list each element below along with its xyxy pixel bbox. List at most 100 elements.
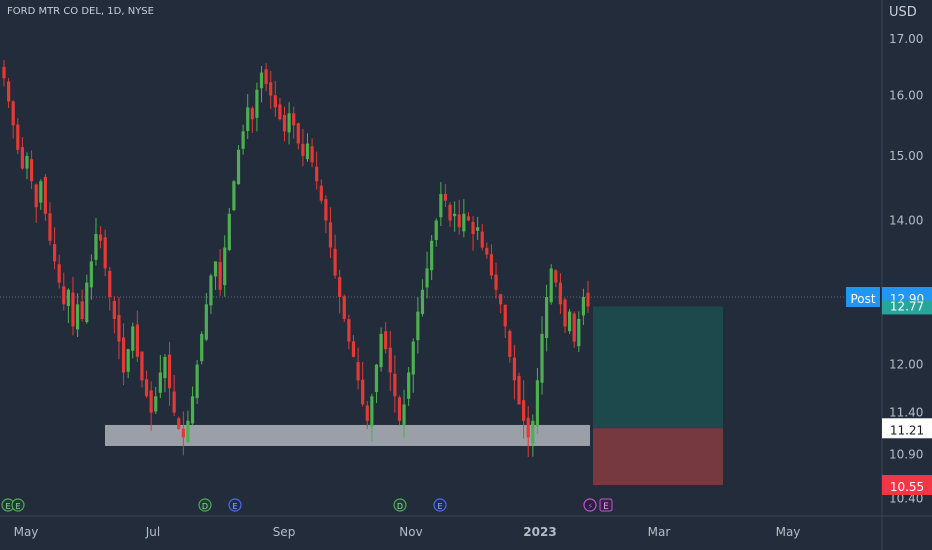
candle-down[interactable] [347,319,351,342]
candle-down[interactable] [6,81,11,102]
candle-down[interactable] [489,254,494,276]
candle-down[interactable] [338,277,342,297]
candle-up[interactable] [94,233,98,260]
candle-up[interactable] [370,396,374,427]
candle-down[interactable] [351,341,356,357]
candle-up[interactable] [186,420,190,442]
candle-down[interactable] [218,261,222,290]
candle-up[interactable] [581,296,586,316]
loss-zone[interactable] [593,428,723,486]
candle-up[interactable] [379,333,383,368]
candle-up[interactable] [85,282,89,323]
candle-up[interactable] [223,247,227,286]
candle-down[interactable] [292,113,296,126]
candle-up[interactable] [545,296,549,338]
candle-down[interactable] [121,337,126,373]
candle-down[interactable] [16,124,20,150]
candle-up[interactable] [232,181,236,211]
candle-down[interactable] [80,301,84,319]
candle-down[interactable] [448,204,452,221]
candle-down[interactable] [319,185,323,201]
dividend-icon[interactable] [228,498,242,512]
candle-up[interactable] [126,349,130,372]
earnings-icon[interactable] [198,498,212,512]
candle-down[interactable] [324,199,328,221]
candle-up[interactable] [568,311,572,332]
candle-up[interactable] [236,149,241,185]
candle-down[interactable] [443,193,448,201]
candle-up[interactable] [131,326,135,351]
candle-down[interactable] [310,146,314,163]
candle-down[interactable] [2,66,6,79]
candle-down[interactable] [108,270,112,297]
candle-up[interactable] [416,311,420,341]
candle-up[interactable] [549,268,553,303]
last-price-badge[interactable] [882,300,932,315]
candle-up[interactable] [535,380,540,427]
candle-up[interactable] [213,261,218,277]
candle-up[interactable] [402,404,406,426]
candle-down[interactable] [269,82,273,96]
candle-down[interactable] [52,244,57,262]
candle-down[interactable] [135,324,139,357]
candle-down[interactable] [48,213,52,241]
candle-down[interactable] [177,418,181,430]
candle-up[interactable] [154,396,158,412]
candle-down[interactable] [103,237,107,269]
candle-up[interactable] [434,220,438,241]
candle-down[interactable] [512,357,517,381]
candle-down[interactable] [563,299,567,327]
candle-down[interactable] [98,234,103,241]
target-price-badge[interactable] [882,418,932,439]
candle-up[interactable] [425,268,429,288]
candle-down[interactable] [11,101,15,126]
candle-up[interactable] [287,113,291,133]
candle-down[interactable] [522,400,526,421]
earnings-icon[interactable] [11,498,25,512]
candle-down[interactable] [328,222,333,248]
candle-down[interactable] [296,123,300,144]
candle-down[interactable] [20,147,24,169]
candle-up[interactable] [163,356,167,379]
candle-down[interactable] [457,214,461,228]
symbol-title[interactable]: FORD MTR CO DEL, 1D, NYSE [7,6,154,17]
candle-down[interactable] [503,304,507,327]
candle-up[interactable] [195,364,199,399]
candle-down[interactable] [29,159,34,182]
candle-down[interactable] [282,115,287,132]
candle-down[interactable] [181,428,185,438]
profit-zone[interactable] [593,306,723,429]
support-zone[interactable] [105,424,590,446]
candle-down[interactable] [149,390,153,413]
candle-down[interactable] [494,274,498,290]
candle-up[interactable] [462,213,466,232]
candle-down[interactable] [356,361,360,381]
candle-down[interactable] [57,264,61,283]
candle-down[interactable] [278,104,282,120]
candle-up[interactable] [577,318,581,347]
candle-up[interactable] [89,261,93,288]
candle-up[interactable] [25,155,29,169]
candle-down[interactable] [167,354,172,389]
candle-up[interactable] [476,227,480,231]
candle-down[interactable] [466,216,471,221]
candle-up[interactable] [204,304,208,340]
candle-up[interactable] [246,107,250,131]
candle-down[interactable] [264,69,268,85]
candle-down[interactable] [112,301,116,319]
candle-down[interactable] [62,286,66,305]
candle-up[interactable] [453,213,457,217]
candle-up[interactable] [39,181,43,203]
candle-down[interactable] [393,373,397,397]
candle-down[interactable] [333,248,337,276]
candle-up[interactable] [259,72,264,89]
candle-up[interactable] [227,213,231,250]
candle-down[interactable] [384,331,388,350]
candle-down[interactable] [250,108,254,120]
candle-down[interactable] [508,330,512,357]
candle-up[interactable] [75,304,80,330]
candle-up[interactable] [209,275,213,306]
candle-up[interactable] [241,131,245,149]
candle-down[interactable] [517,375,521,405]
candle-up[interactable] [407,372,411,399]
